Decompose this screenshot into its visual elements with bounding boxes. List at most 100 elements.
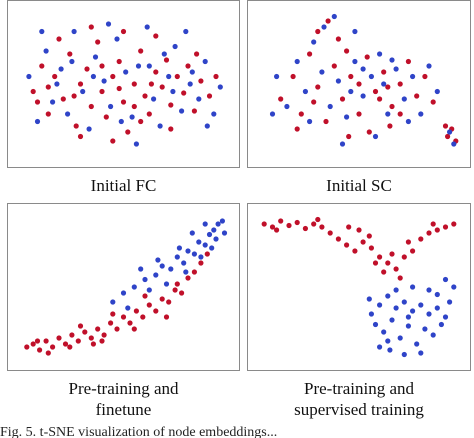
scatter-point-s0-7	[339, 96, 346, 102]
scatter-point-s1-6	[327, 103, 333, 110]
scatter-point-s0-0	[24, 344, 30, 350]
scatter-point-s0-28	[204, 251, 210, 257]
scatter-point-s0-10	[95, 39, 101, 45]
scatter-point-s0-33	[163, 314, 170, 320]
scatter-point-s1-9	[442, 314, 449, 320]
scatter-point-s1-13	[385, 111, 391, 117]
scatter-point-s0-8	[84, 66, 90, 72]
scatter-point-s1-20	[321, 24, 327, 30]
scatter-point-s1-0	[26, 73, 32, 80]
scatter-point-s0-3	[286, 222, 292, 229]
scatter-point-s0-33	[346, 224, 352, 230]
scatter-point-s1-30	[161, 51, 167, 57]
scatter-point-s1-26	[217, 84, 223, 90]
scatter-point-s0-7	[69, 332, 75, 338]
scatter-point-s0-14	[116, 58, 122, 65]
scatter-point-s1-7	[174, 254, 180, 260]
scatter-point-s1-4	[311, 39, 317, 45]
scatter-point-s1-16	[422, 326, 428, 332]
scatter-point-s1-35	[146, 63, 152, 69]
scatter-point-s0-32	[430, 221, 436, 227]
scatter-point-s1-16	[410, 73, 416, 80]
scatter-point-s0-29	[397, 275, 403, 281]
scatter-point-s1-18	[198, 254, 204, 260]
scatter-point-s0-32	[131, 326, 137, 332]
scatter-point-s1-11	[368, 73, 374, 80]
scatter-point-s1-13	[206, 231, 213, 238]
scatter-point-s0-12	[101, 332, 107, 338]
scatter-point-s1-16	[219, 218, 225, 224]
scatter-point-s0-39	[90, 341, 96, 347]
scatter-point-s0-6	[62, 341, 69, 347]
scatter-point-s0-12	[381, 69, 387, 75]
scatter-point-s1-21	[442, 276, 449, 283]
scatter-point-s1-6	[168, 266, 174, 272]
scatter-point-s1-28	[405, 118, 411, 125]
scatter-point-s1-8	[181, 260, 187, 266]
scatter-point-s1-32	[405, 314, 411, 320]
scatter-point-s0-23	[366, 129, 372, 135]
scatter-point-s0-37	[138, 118, 144, 125]
scatter-panel-pretrain-supervised	[247, 203, 471, 371]
scatter-point-s1-14	[405, 323, 411, 329]
scatter-point-s1-32	[348, 88, 354, 95]
scatter-point-s1-27	[54, 81, 60, 87]
scatter-point-s1-30	[451, 141, 457, 147]
scatter-point-s0-10	[364, 54, 370, 60]
scatter-point-s0-27	[185, 63, 191, 69]
scatter-point-s1-11	[381, 329, 387, 335]
scatter-point-s1-20	[146, 287, 152, 293]
scatter-point-s0-44	[116, 85, 122, 92]
scatter-point-s0-31	[56, 36, 62, 42]
scatter-point-s0-9	[88, 103, 94, 110]
scatter-point-s1-1	[120, 290, 127, 296]
scatter-point-s0-20	[325, 18, 331, 24]
scatter-point-s0-27	[198, 260, 204, 266]
scatter-point-s1-9	[352, 58, 358, 65]
scatter-point-s1-26	[418, 350, 424, 356]
scatter-point-s1-22	[176, 245, 182, 251]
scatter-point-s0-24	[274, 227, 280, 233]
scatter-point-s1-11	[108, 103, 114, 110]
scatter-point-s0-28	[397, 111, 403, 117]
scatter-point-s0-27	[377, 96, 383, 102]
scatter-point-s0-13	[110, 73, 116, 80]
caption-line: Initial FC	[90, 176, 157, 195]
scatter-point-s0-31	[405, 239, 411, 245]
scatter-point-s0-30	[389, 251, 395, 257]
scatter-point-s1-17	[430, 332, 436, 338]
scatter-point-s1-3	[302, 88, 308, 95]
scatter-point-s0-19	[418, 236, 424, 242]
scatter-point-s1-11	[196, 239, 202, 245]
scatter-point-s0-0	[30, 88, 36, 95]
scatter-point-s0-32	[88, 24, 94, 30]
scatter-plot-initial-sc	[269, 13, 459, 147]
scatter-point-s0-38	[34, 338, 41, 344]
scatter-point-s0-46	[34, 99, 41, 105]
scatter-point-s1-25	[401, 351, 407, 358]
scatter-point-s1-34	[90, 73, 96, 80]
scatter-point-s0-40	[99, 63, 105, 69]
scatter-point-s0-5	[56, 335, 62, 341]
scatter-point-s1-18	[426, 63, 432, 69]
scatter-point-s0-14	[114, 326, 120, 332]
scatter-point-s0-4	[294, 219, 300, 226]
scatter-point-s1-38	[118, 118, 124, 125]
scatter-point-s0-23	[172, 287, 178, 293]
scatter-point-s0-22	[159, 84, 165, 90]
scatter-point-s1-12	[377, 51, 383, 57]
scatter-point-s1-16	[144, 24, 150, 30]
scatter-point-s0-12	[103, 114, 109, 120]
scatter-point-s1-23	[196, 96, 202, 102]
scatter-point-s0-37	[174, 281, 180, 287]
scatter-point-s1-10	[372, 321, 379, 328]
scatter-point-s0-22	[346, 133, 352, 140]
scatter-point-s1-22	[187, 81, 193, 87]
scatter-point-s1-3	[50, 99, 56, 105]
scatter-point-s0-27	[381, 269, 387, 275]
scatter-point-s0-16	[414, 93, 420, 99]
scatter-point-s0-42	[148, 81, 154, 87]
scatter-point-s1-23	[377, 344, 383, 350]
scatter-point-s1-24	[202, 58, 208, 65]
scatter-point-s0-9	[82, 329, 88, 335]
